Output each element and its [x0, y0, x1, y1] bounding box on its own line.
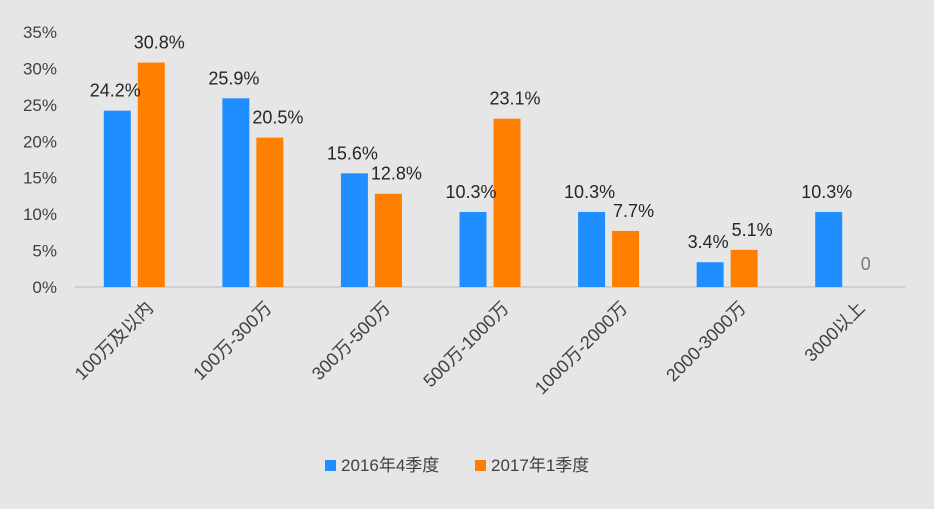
legend-swatch-1 [475, 460, 486, 471]
bar-series-1-1 [256, 137, 284, 287]
bars-group [103, 62, 843, 287]
x-tick-label: 2000-3000万 [662, 298, 750, 386]
legend-label-1: 2017年1季度 [491, 456, 589, 475]
x-tick-label: 500万-1000万 [419, 298, 512, 391]
y-axis-ticks: 0% 5% 10% 15% 20% 25% 30% 35% [23, 23, 57, 297]
x-tick-label: 1000万-2000万 [531, 298, 631, 398]
y-tick-label: 15% [23, 169, 57, 188]
y-tick-label: 10% [23, 205, 57, 224]
data-label-series-1-2: 12.8% [371, 164, 422, 184]
data-label-series-1-1: 20.5% [252, 108, 303, 128]
data-label-series-1-5: 5.1% [732, 220, 773, 240]
bar-series-0-4 [578, 211, 606, 287]
legend: 2016年4季度 2017年1季度 [325, 456, 589, 475]
y-tick-label: 20% [23, 132, 57, 151]
bar-series-1-0 [137, 62, 165, 287]
y-tick-label: 5% [32, 242, 57, 261]
bar-series-0-6 [815, 211, 843, 287]
bar-series-0-5 [696, 262, 724, 287]
bar-series-0-0 [103, 110, 131, 287]
data-label-series-1-3: 23.1% [489, 89, 540, 109]
data-label-series-0-3: 10.3% [445, 182, 496, 202]
data-label-series-0-1: 25.9% [208, 68, 259, 88]
data-label-series-1-6: 0 [861, 254, 871, 274]
data-label-series-0-4: 10.3% [564, 182, 615, 202]
data-label-series-0-2: 15.6% [327, 143, 378, 163]
x-tick-label: 300万-500万 [308, 298, 394, 384]
x-tick-label: 100万-300万 [189, 298, 275, 384]
bar-series-0-1 [222, 98, 250, 287]
data-label-series-0-0: 24.2% [90, 81, 141, 101]
x-tick-label: 100万及以内 [71, 298, 157, 384]
legend-label-0: 2016年4季度 [341, 456, 439, 475]
y-tick-label: 35% [23, 23, 57, 42]
y-tick-label: 0% [32, 278, 57, 297]
x-tick-label: 3000以上 [801, 298, 869, 366]
bar-series-0-2 [340, 173, 368, 287]
bar-series-1-2 [374, 193, 402, 287]
bar-series-1-3 [493, 118, 521, 287]
data-label-series-0-6: 10.3% [801, 182, 852, 202]
y-tick-label: 30% [23, 59, 57, 78]
bar-series-1-4 [612, 230, 640, 287]
y-tick-label: 25% [23, 96, 57, 115]
data-label-series-1-0: 30.8% [134, 33, 185, 53]
bar-series-0-3 [459, 211, 487, 287]
legend-swatch-0 [325, 460, 336, 471]
data-label-series-0-5: 3.4% [688, 232, 729, 252]
data-labels-group: 24.2% 30.8% 25.9% 20.5% 15.6%12.8% 10.3% 23.1%… [90, 33, 871, 274]
data-label-series-1-4: 7.7% [613, 201, 654, 221]
x-axis-ticks: 100万及以内 100万-300万 300万-500万 500万-1000万 1000万… [71, 298, 869, 398]
bar-series-1-5 [730, 249, 758, 287]
